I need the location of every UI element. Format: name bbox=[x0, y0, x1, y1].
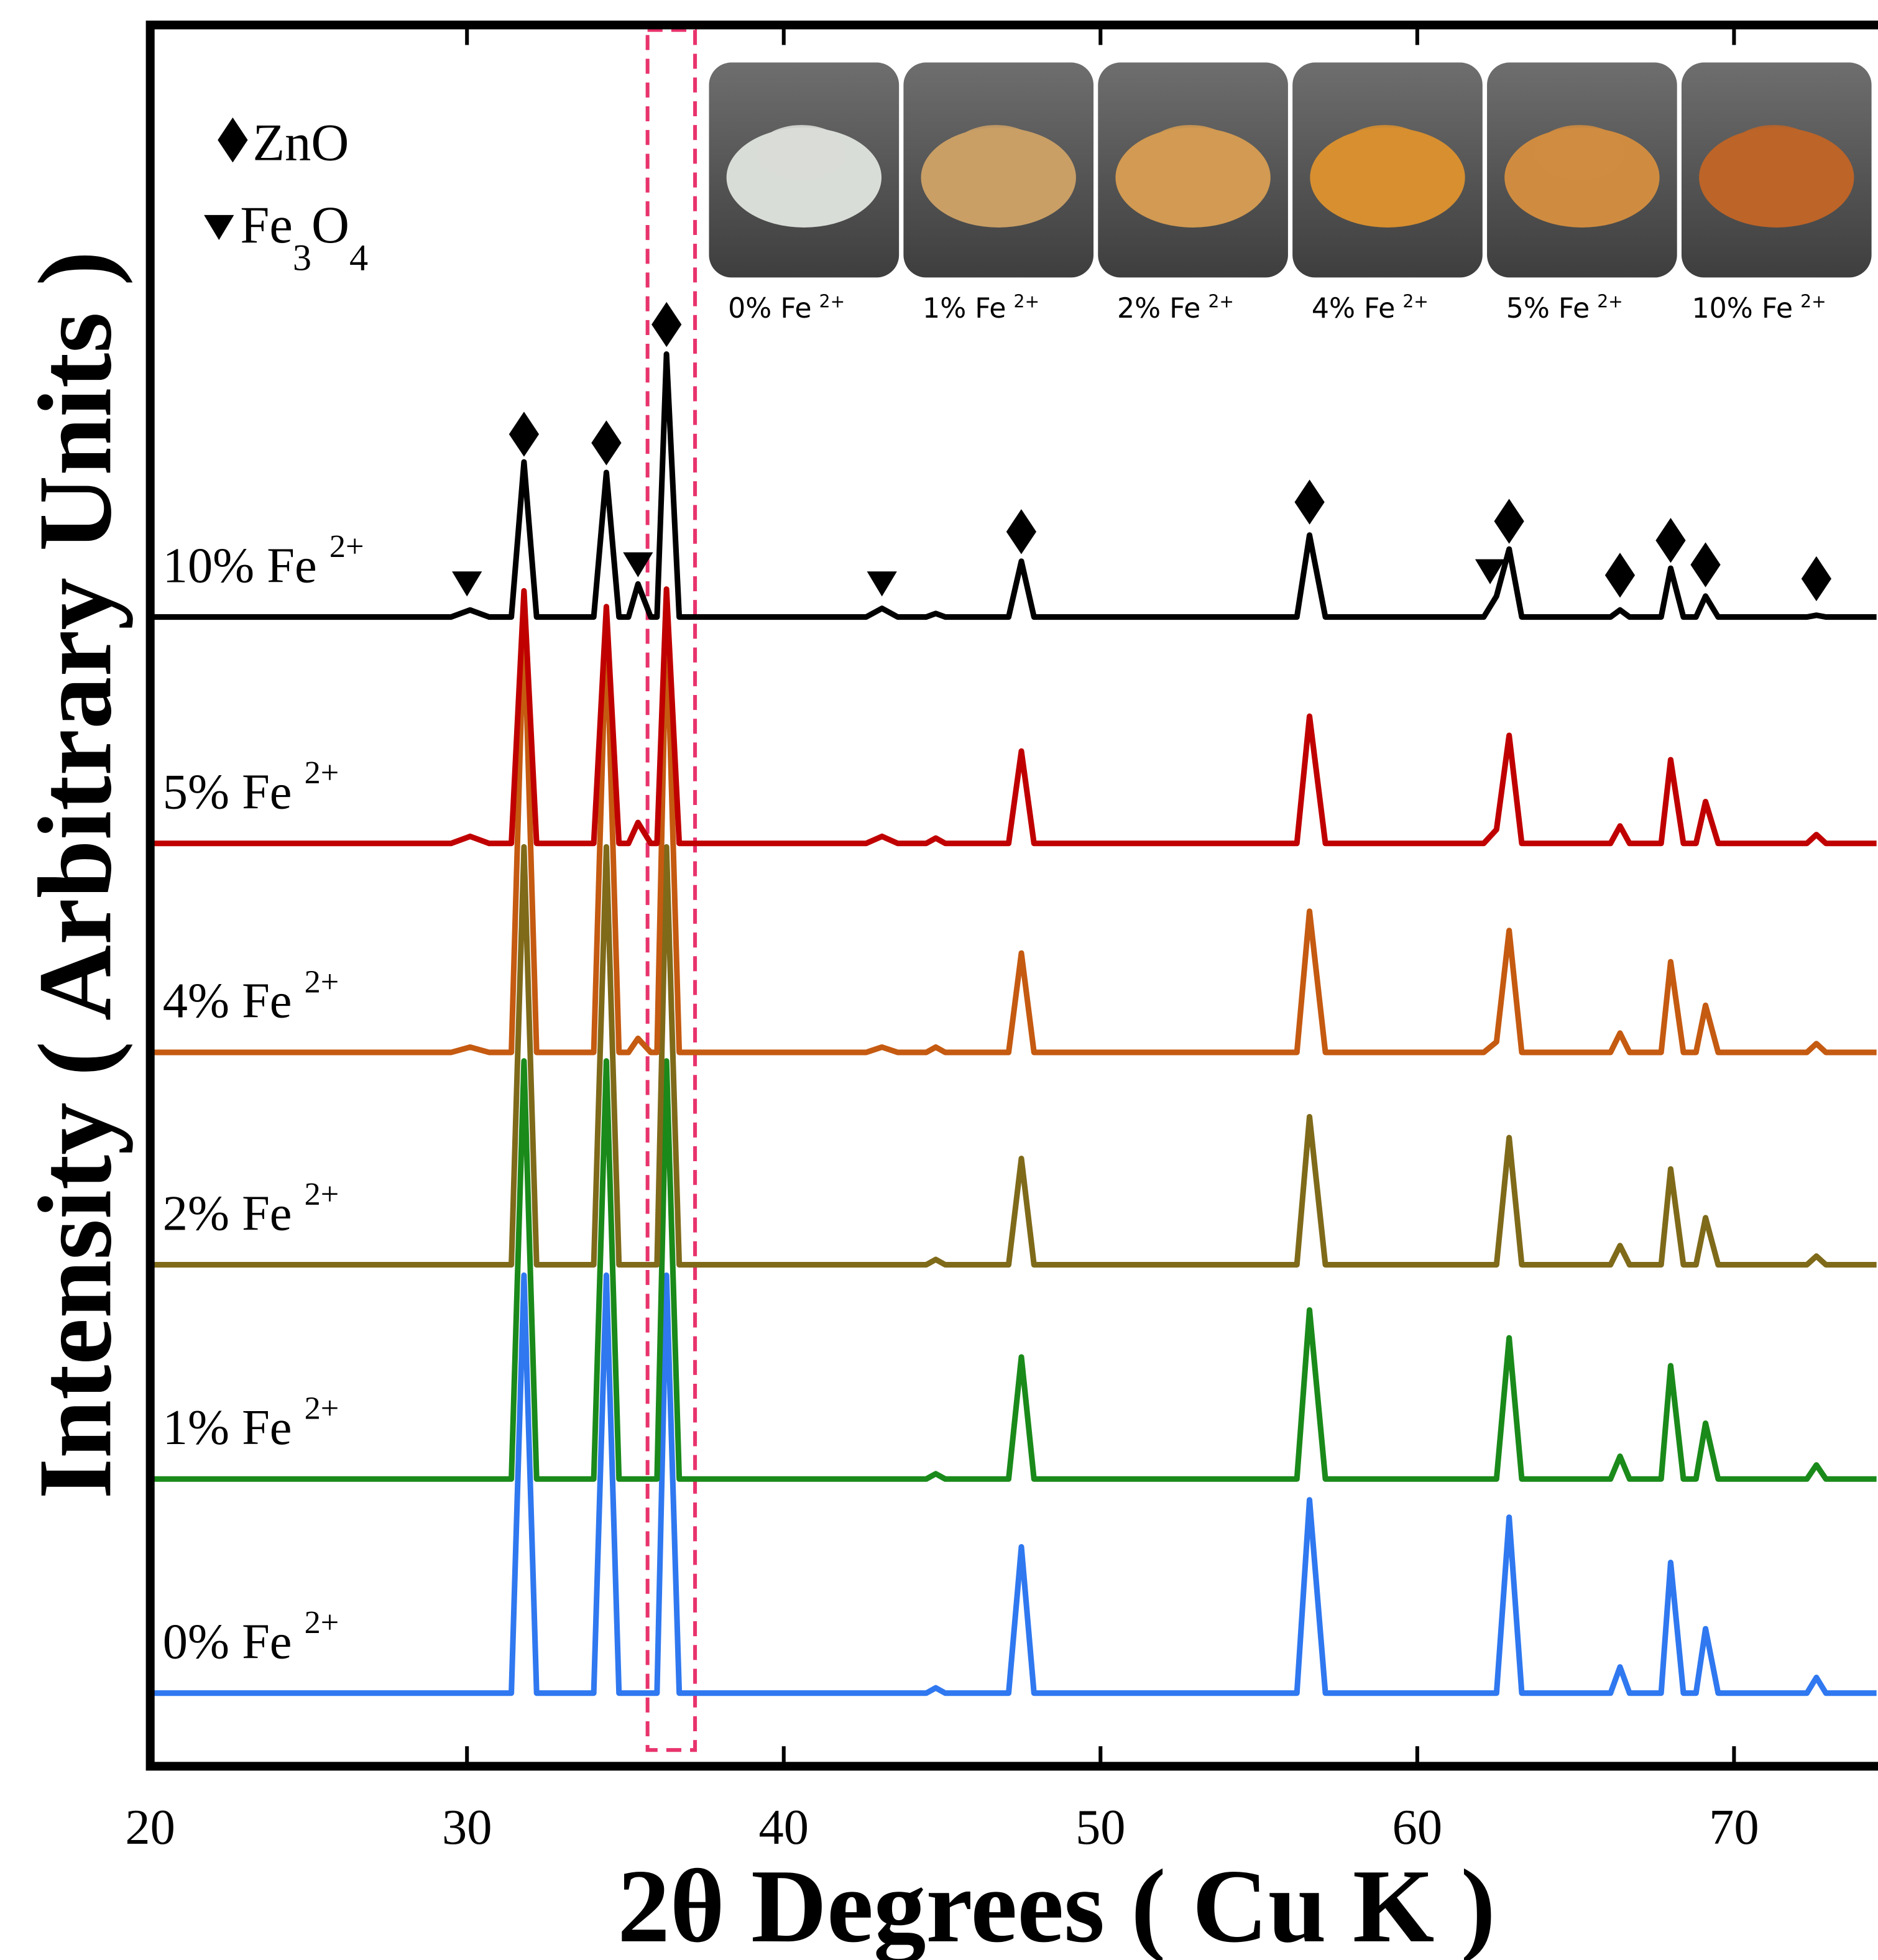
phase-marker bbox=[1006, 509, 1036, 554]
series-label: 0% Fe 2+ bbox=[163, 1604, 339, 1669]
powder-top bbox=[1340, 125, 1430, 180]
formula-subscript: 3 bbox=[293, 237, 311, 278]
caption-text: 4% Fe bbox=[1312, 293, 1395, 324]
phase-marker bbox=[867, 571, 897, 596]
sample-photo bbox=[1098, 63, 1288, 278]
sample-photo bbox=[1682, 63, 1872, 278]
xrd-trace bbox=[150, 1061, 1877, 1479]
series-name: 5% Fe bbox=[163, 764, 292, 819]
powder-top bbox=[1534, 125, 1624, 180]
photo-caption: 5% Fe 2+ bbox=[1506, 292, 1623, 324]
series-charge: 2+ bbox=[305, 1391, 339, 1427]
caption-text: 1% Fe bbox=[923, 293, 1006, 324]
plot-frame bbox=[150, 25, 1878, 1766]
series-charge: 2+ bbox=[305, 1604, 339, 1640]
x-tick-label: 30 bbox=[442, 1800, 492, 1855]
photo-caption: 4% Fe 2+ bbox=[1312, 292, 1429, 324]
phase-marker bbox=[452, 571, 482, 596]
series-charge: 2+ bbox=[305, 1176, 339, 1212]
xrd-trace bbox=[150, 589, 1877, 844]
powder-top bbox=[757, 125, 847, 180]
caption-charge: 2+ bbox=[1800, 292, 1826, 312]
series-name: 0% Fe bbox=[163, 1614, 292, 1669]
phase-marker bbox=[1802, 556, 1831, 601]
phase-marker bbox=[591, 420, 621, 465]
series-label: 1% Fe 2+ bbox=[163, 1391, 339, 1455]
photo-caption: 0% Fe 2+ bbox=[728, 292, 845, 324]
series-charge: 2+ bbox=[329, 528, 364, 564]
chart: Intensity ( Arbitrary Units ) 2θ Degrees… bbox=[0, 0, 1878, 1960]
series-label: 4% Fe 2+ bbox=[163, 964, 339, 1028]
phase-marker bbox=[1655, 518, 1685, 563]
x-tick-label: 60 bbox=[1392, 1800, 1442, 1855]
page: Intensity ( Arbitrary Units ) 2θ Degrees… bbox=[0, 0, 1878, 1960]
series-name: 1% Fe bbox=[163, 1400, 292, 1455]
series-label: 10% Fe 2+ bbox=[163, 528, 364, 593]
series-name: 2% Fe bbox=[163, 1185, 292, 1241]
caption-text: 10% Fe bbox=[1692, 293, 1793, 324]
y-axis-title: Intensity ( Arbitrary Units ) bbox=[16, 251, 133, 1499]
phase-marker bbox=[1690, 542, 1720, 587]
caption-text: 5% Fe bbox=[1506, 293, 1590, 324]
powder-top bbox=[1729, 125, 1819, 180]
caption-text: 2% Fe bbox=[1117, 293, 1200, 324]
formula-part: Fe bbox=[240, 196, 292, 254]
x-axis-title: 2θ Degrees ( Cu K ) bbox=[617, 1847, 1496, 1960]
series-name: 4% Fe bbox=[163, 973, 292, 1029]
xrd-trace bbox=[150, 1275, 1877, 1693]
formula-part: O bbox=[311, 196, 349, 254]
phase-marker bbox=[1605, 553, 1635, 597]
x-tick-label: 40 bbox=[759, 1800, 809, 1855]
sample-photo bbox=[709, 63, 900, 278]
legend-label: ZnO bbox=[253, 114, 349, 172]
photo-caption: 10% Fe 2+ bbox=[1692, 292, 1826, 324]
phase-marker bbox=[509, 412, 539, 456]
caption-text: 0% Fe bbox=[728, 293, 811, 324]
photo-caption: 2% Fe 2+ bbox=[1117, 292, 1234, 324]
photo-caption: 1% Fe 2+ bbox=[923, 292, 1039, 324]
powder-top bbox=[1146, 125, 1236, 180]
x-tick-label: 50 bbox=[1075, 1800, 1125, 1855]
x-tick-label: 20 bbox=[125, 1800, 175, 1855]
series-label: 2% Fe 2+ bbox=[163, 1176, 339, 1241]
caption-charge: 2+ bbox=[1014, 292, 1039, 312]
series-charge: 2+ bbox=[305, 755, 339, 791]
x-tick-label: 70 bbox=[1709, 1800, 1759, 1855]
caption-charge: 2+ bbox=[1597, 292, 1623, 312]
sample-photo bbox=[1487, 63, 1677, 278]
plot-area bbox=[150, 30, 1877, 1750]
xrd-trace bbox=[150, 847, 1877, 1264]
sample-photo bbox=[903, 63, 1093, 278]
caption-charge: 2+ bbox=[819, 292, 845, 312]
legend-label: Fe3O4 bbox=[240, 196, 368, 278]
caption-charge: 2+ bbox=[1208, 292, 1233, 312]
phase-marker bbox=[1294, 480, 1324, 525]
legend-symbol bbox=[204, 215, 234, 240]
legend-symbol bbox=[218, 117, 247, 162]
caption-charge: 2+ bbox=[1402, 292, 1428, 312]
series-label: 5% Fe 2+ bbox=[163, 755, 339, 819]
series-charge: 2+ bbox=[305, 964, 339, 1000]
powder-top bbox=[951, 125, 1041, 180]
phase-marker bbox=[651, 302, 681, 347]
phase-marker bbox=[1494, 499, 1524, 543]
series-name: 10% Fe bbox=[163, 538, 317, 593]
formula-subscript: 4 bbox=[349, 237, 368, 278]
sample-photo bbox=[1292, 63, 1483, 278]
